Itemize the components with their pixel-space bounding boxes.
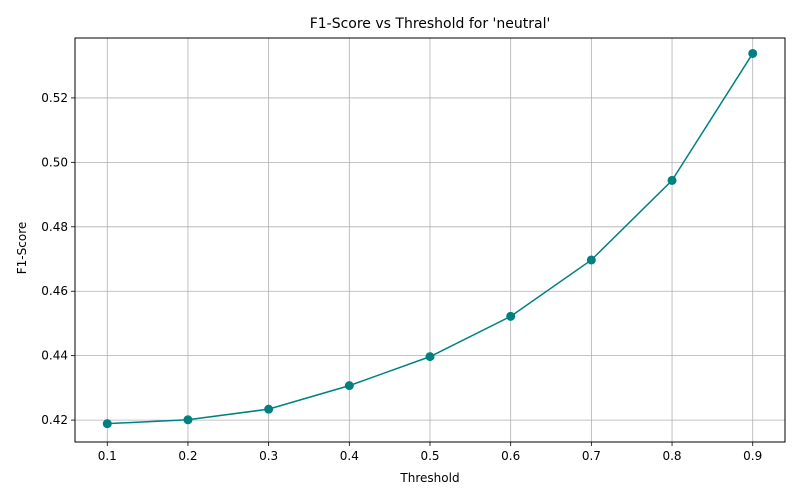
data-point <box>183 415 193 425</box>
series <box>102 48 758 429</box>
x-tick-label: 0.5 <box>420 449 439 463</box>
y-ticks: 0.42 0.44 0.46 0.48 0.50 0.52 <box>41 91 75 427</box>
data-point <box>506 311 516 321</box>
data-point <box>344 381 354 391</box>
y-tick-label: 0.48 <box>41 220 68 234</box>
x-tick-label: 0.4 <box>340 449 359 463</box>
x-tick-label: 0.2 <box>178 449 197 463</box>
data-point <box>586 255 596 265</box>
y-tick-label: 0.44 <box>41 349 68 363</box>
data-point <box>264 404 274 414</box>
x-axis-label: Threshold <box>399 471 459 485</box>
x-tick-label: 0.7 <box>582 449 601 463</box>
chart-title: F1-Score vs Threshold for 'neutral' <box>310 16 551 32</box>
data-point <box>667 175 677 185</box>
data-point <box>748 48 758 58</box>
y-tick-label: 0.46 <box>41 284 68 298</box>
x-tick-label: 0.3 <box>259 449 278 463</box>
x-tick-label: 0.6 <box>501 449 520 463</box>
x-tick-label: 0.9 <box>743 449 762 463</box>
data-point <box>102 419 112 429</box>
data-point <box>425 352 435 362</box>
y-axis-label: F1-Score <box>15 222 29 274</box>
x-ticks: 0.1 0.2 0.3 0.4 0.5 0.6 0.7 0.8 0.9 <box>98 442 762 463</box>
x-tick-label: 0.8 <box>662 449 681 463</box>
x-tick-label: 0.1 <box>98 449 117 463</box>
y-tick-label: 0.52 <box>41 91 68 105</box>
y-tick-label: 0.42 <box>41 413 68 427</box>
plot-frame <box>74 37 786 443</box>
y-tick-label: 0.50 <box>41 155 68 169</box>
grid <box>75 38 785 442</box>
